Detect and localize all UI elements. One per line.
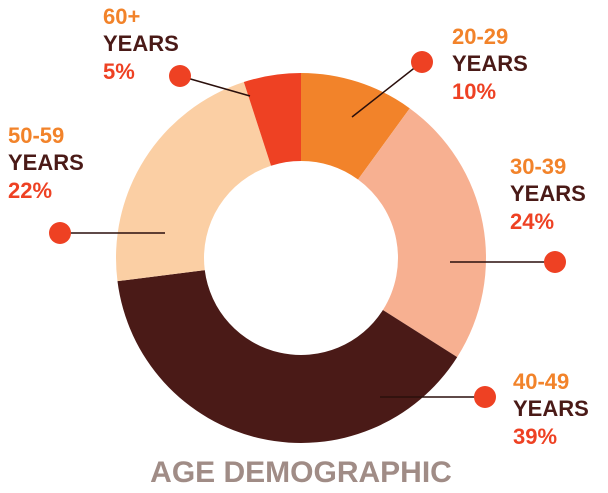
donut-slice (116, 82, 272, 282)
value-label: 24% (510, 209, 554, 234)
leader-dot (474, 386, 496, 408)
leader-line (179, 75, 251, 97)
category-label: 30-39 (510, 154, 566, 179)
unit-label: YEARS (103, 31, 179, 56)
unit-label: YEARS (452, 51, 528, 76)
donut-slice (358, 108, 486, 358)
chart-title: AGE DEMOGRAPHIC (150, 456, 452, 489)
leader-dot (544, 251, 566, 273)
category-label: 50-59 (8, 123, 64, 148)
unit-label: YEARS (510, 181, 586, 206)
value-label: 22% (8, 178, 52, 203)
category-label: 20-29 (452, 24, 508, 49)
category-label: 60+ (103, 4, 140, 29)
leader-dot (411, 51, 433, 73)
category-label: 40-49 (513, 369, 569, 394)
leader-line (351, 61, 423, 118)
donut-slice (243, 73, 301, 166)
leader-dot (49, 222, 71, 244)
value-label: 39% (513, 424, 557, 449)
donut-slice (117, 270, 458, 444)
unit-label: YEARS (8, 150, 84, 175)
leader-dot (169, 65, 191, 87)
donut-slice (301, 73, 410, 180)
value-label: 10% (452, 79, 496, 104)
unit-label: YEARS (513, 396, 589, 421)
value-label: 5% (103, 59, 135, 84)
